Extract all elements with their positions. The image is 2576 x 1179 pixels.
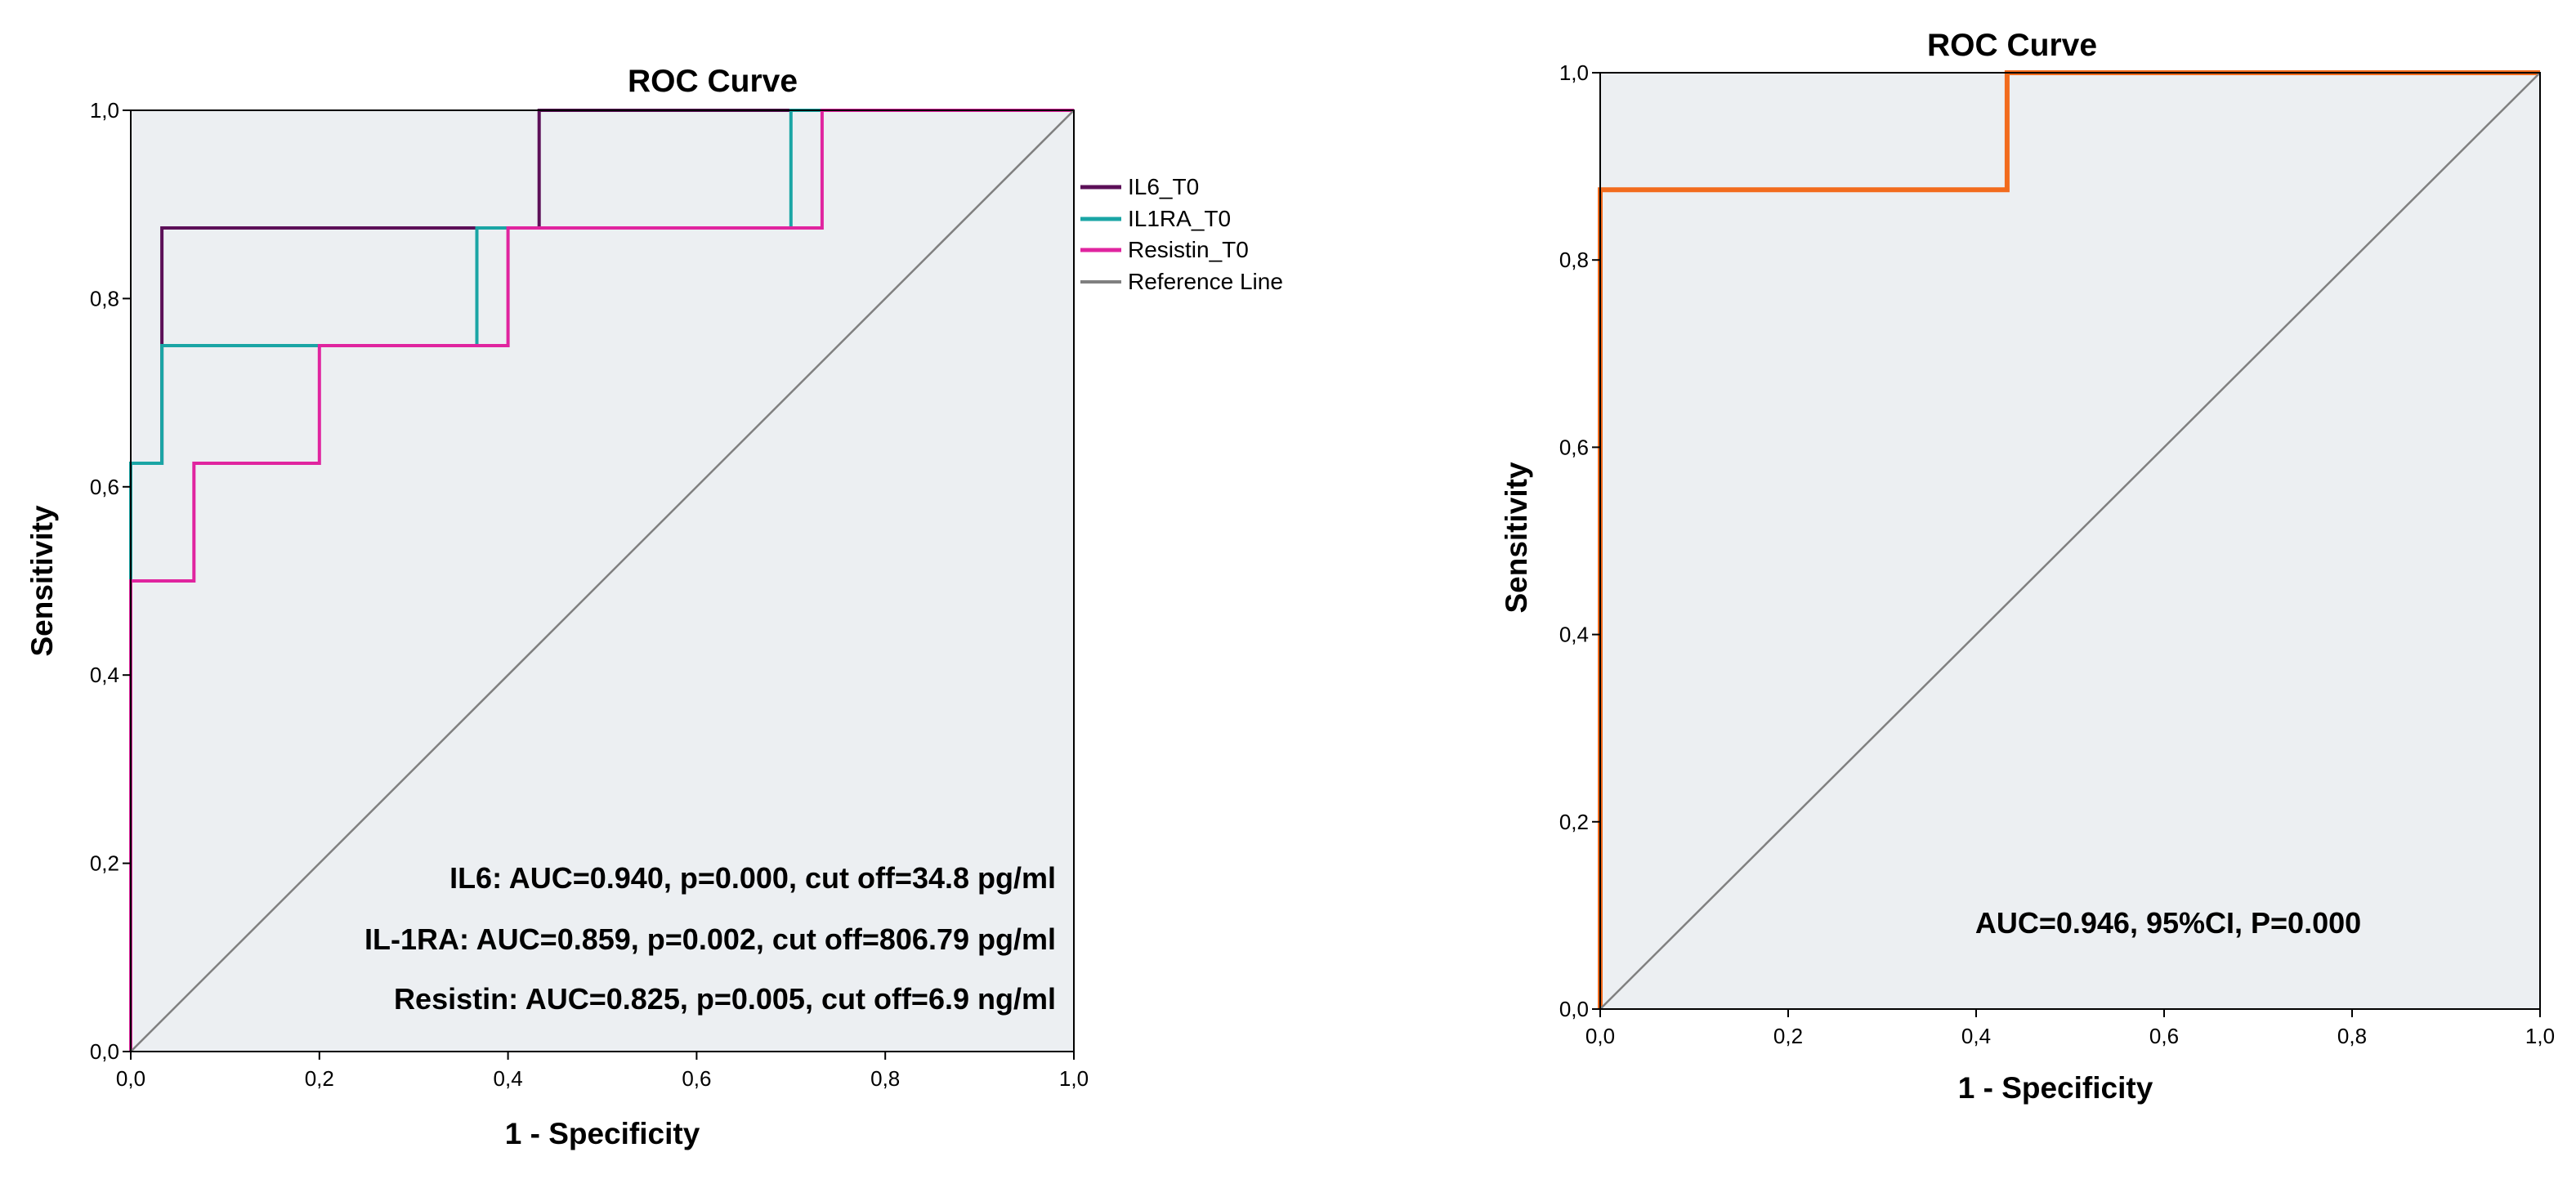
legend-label: IL6_T0 — [1128, 174, 1199, 199]
x-tick-label: 0,2 — [305, 1066, 334, 1091]
legend: IL6_T0 IL1RA_T0 Resistin_T0 Reference Li… — [1080, 174, 1283, 294]
y-tick-label: 0,6 — [90, 475, 119, 499]
legend-label: Reference Line — [1128, 269, 1283, 294]
y-axis-label: Sensitivity — [1500, 462, 1533, 613]
y-tick-label: 0,2 — [90, 851, 119, 876]
annotation-il1ra: IL-1RA: AUC=0.859, p=0.002, cut off=806.… — [364, 922, 1056, 956]
y-tick-label: 0,4 — [90, 663, 119, 687]
legend-label: Resistin_T0 — [1128, 237, 1249, 262]
y-tick-label: 1,0 — [90, 98, 119, 123]
y-axis-label: Sensitivity — [25, 505, 59, 656]
x-tick-label: 0,0 — [116, 1066, 145, 1091]
roc-chart-left: 0,0 0,2 0,4 0,6 0,8 1,0 0,0 0,2 0,4 0,6 0,8 1,0 ROC… — [25, 64, 1283, 1150]
reference-line — [130, 109, 1075, 1052]
y-tick-label: 1,0 — [1559, 60, 1589, 85]
x-tick-label: 0,8 — [2337, 1024, 2367, 1048]
y-tick-label: 0,2 — [1559, 810, 1589, 834]
y-tick-label: 0,4 — [1559, 623, 1589, 647]
series-resistin — [129, 109, 1074, 1052]
plot-frame — [130, 109, 1075, 1052]
reference-line — [1599, 72, 2541, 1010]
x-tick-label: 0,4 — [494, 1066, 523, 1091]
chart-title: ROC Curve — [1927, 28, 2097, 63]
x-tick-label: 1,0 — [2525, 1024, 2555, 1048]
y-tick-label: 0,8 — [1559, 248, 1589, 272]
x-tick-label: 0,8 — [870, 1066, 900, 1091]
y-tick-label: 0,0 — [1559, 997, 1589, 1021]
y-tick-label: 0,0 — [90, 1039, 119, 1064]
y-tick-label: 0,6 — [1559, 435, 1589, 459]
legend-label: IL1RA_T0 — [1128, 206, 1231, 231]
x-axis-label: 1 - Specificity — [505, 1117, 700, 1150]
x-tick-label: 0,6 — [682, 1066, 711, 1091]
roc-chart-right: 0,0 0,2 0,4 0,6 0,8 1,0 0,0 0,2 0,4 0,6 0,8 1,0 ROC… — [1500, 28, 2555, 1105]
annotation-il6: IL6: AUC=0.940, p=0.000, cut off=34.8 pg… — [449, 861, 1056, 895]
x-tick-label: 0,0 — [1585, 1024, 1615, 1048]
x-tick-label: 0,6 — [2149, 1024, 2179, 1048]
x-tick-label: 1,0 — [1059, 1066, 1089, 1091]
x-tick-label: 0,4 — [1961, 1024, 1991, 1048]
y-tick-label: 0,8 — [90, 286, 119, 310]
annotation-resistin: Resistin: AUC=0.825, p=0.005, cut off=6.… — [394, 982, 1056, 1016]
x-tick-label: 0,2 — [1773, 1024, 1803, 1048]
chart-title: ROC Curve — [628, 64, 798, 99]
annotation-auc: AUC=0.946, 95%CI, P=0.000 — [1975, 906, 2361, 940]
x-axis-label: 1 - Specificity — [1958, 1071, 2153, 1105]
plot-frame — [1599, 72, 2541, 1010]
